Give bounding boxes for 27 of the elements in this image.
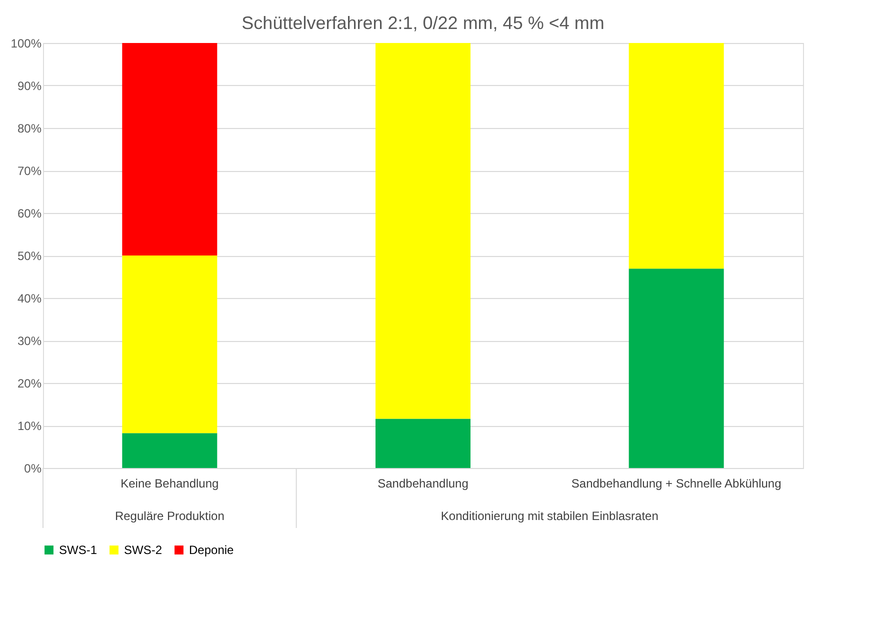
legend-label: SWS-2 (124, 543, 162, 557)
bar (376, 418, 470, 468)
y-tick-label: 0% (24, 462, 42, 476)
x-tick-label: Sandbehandlung + Schnelle Abkühlung (571, 476, 782, 490)
y-tick-label: 90% (17, 79, 42, 93)
y-tick-label: 60% (17, 206, 42, 220)
y-tick-label: 40% (17, 292, 42, 306)
y-tick-label: 50% (17, 249, 42, 263)
y-tick-label: 10% (17, 419, 42, 433)
y-tick-label: 80% (17, 122, 42, 136)
bar (122, 433, 218, 468)
legend-label: Deponie (189, 543, 234, 557)
y-tick-label: 30% (17, 334, 42, 348)
bar (628, 43, 724, 269)
text: Reguläre Produktion (114, 509, 224, 523)
legend-label: SWS-1 (59, 543, 98, 557)
y-tick-label: 100% (10, 36, 42, 50)
x-tick-label: Sandbehandlung (378, 476, 468, 490)
x-tick-label: Keine Behandlung (120, 476, 219, 490)
y-tick-label: 70% (17, 164, 42, 178)
y-tick-label: 20% (17, 376, 42, 390)
bar (122, 256, 218, 434)
text: Konditionierung mit stabilen Einblasraten (440, 509, 658, 523)
bar (628, 268, 724, 468)
chart-title: Schüttelverfahren 2:1, 0/22 mm, 45 % <4 mm (242, 13, 604, 33)
bar (376, 43, 470, 419)
bar (122, 43, 218, 256)
